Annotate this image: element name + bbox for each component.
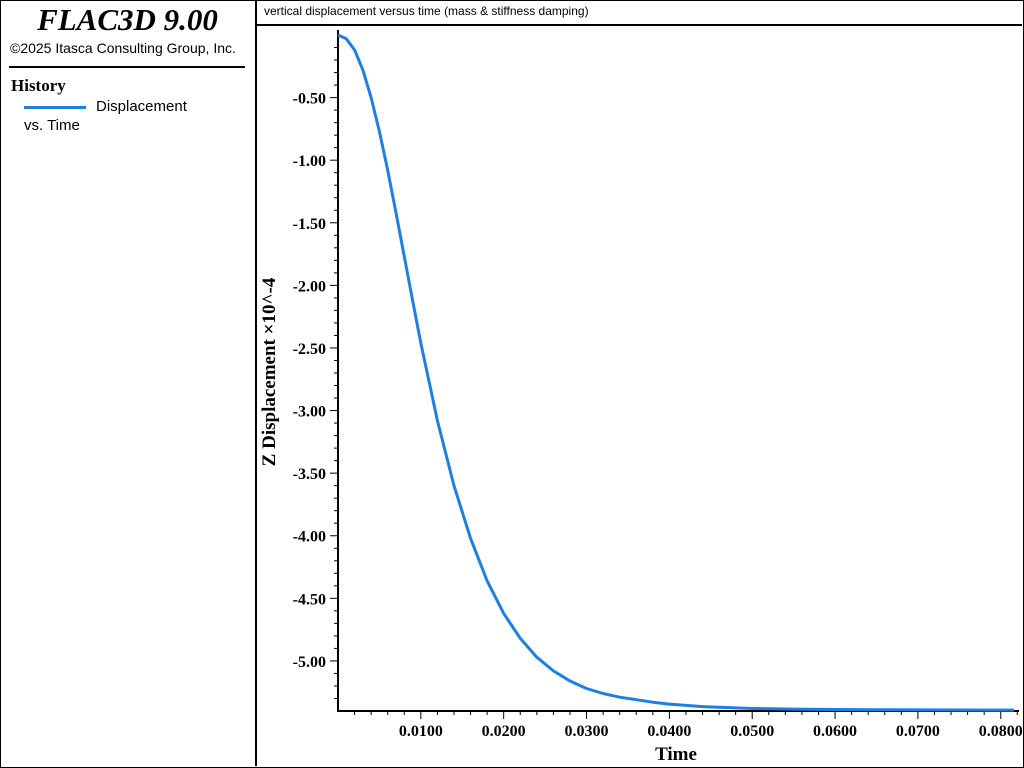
y-tick-label: -1.00 — [293, 153, 326, 170]
series-layer — [337, 33, 1014, 712]
x-axis-label: Time — [655, 744, 697, 765]
x-tick-label: 0.0100 — [399, 723, 443, 740]
title-divider — [9, 66, 245, 68]
app-title: FLAC3D 9.00 — [37, 2, 218, 37]
x-tick-label: 0.0300 — [565, 723, 609, 740]
chart-title: vertical displacement versus time (mass … — [264, 4, 589, 18]
legend-heading: History — [11, 76, 66, 95]
chart-header: vertical displacement versus time (mass … — [257, 0, 1022, 26]
y-tick-label: -5.00 — [293, 654, 326, 671]
y-tick-label: -3.00 — [293, 404, 326, 421]
y-tick-label: -4.50 — [293, 591, 326, 608]
y-tick-label: -2.50 — [293, 341, 326, 358]
copyright-text: ©2025 Itasca Consulting Group, Inc. — [10, 40, 236, 56]
legend-line-swatch — [24, 106, 86, 109]
y-tick-label: -4.00 — [293, 529, 326, 546]
y-tick-label: -2.00 — [293, 278, 326, 295]
x-axis-ticks: 0.0100 0.0200 0.0300 0.0400 0.0500 0.0600 0.07… — [354, 711, 1023, 740]
series-line-displacement — [337, 33, 1014, 712]
y-tick-label: -0.50 — [293, 91, 326, 108]
x-tick-label: 0.0200 — [482, 723, 526, 740]
y-axis-label: Z Displacement ×10^-4 — [259, 277, 280, 466]
y-axis-ticks: -0.50 -1.00 -1.50 -2.00 -2.50 -3.00 -3.50 -4.00… — [293, 47, 338, 699]
legend-entry-label-line2: vs. Time — [24, 117, 80, 134]
x-tick-label: 0.0500 — [730, 723, 774, 740]
x-tick-label: 0.0400 — [647, 723, 691, 740]
legend-panel: FLAC3D 9.00 ©2025 Itasca Consulting Grou… — [0, 0, 257, 766]
chart-axes — [337, 30, 1019, 712]
y-tick-label: -1.50 — [293, 216, 326, 233]
x-tick-label: 0.0600 — [813, 723, 857, 740]
y-tick-label: -3.50 — [293, 466, 326, 483]
legend-entry-label-line1: Displacement — [96, 98, 187, 115]
x-tick-label: 0.0700 — [896, 723, 940, 740]
x-tick-label: 0.0800 — [979, 723, 1023, 740]
